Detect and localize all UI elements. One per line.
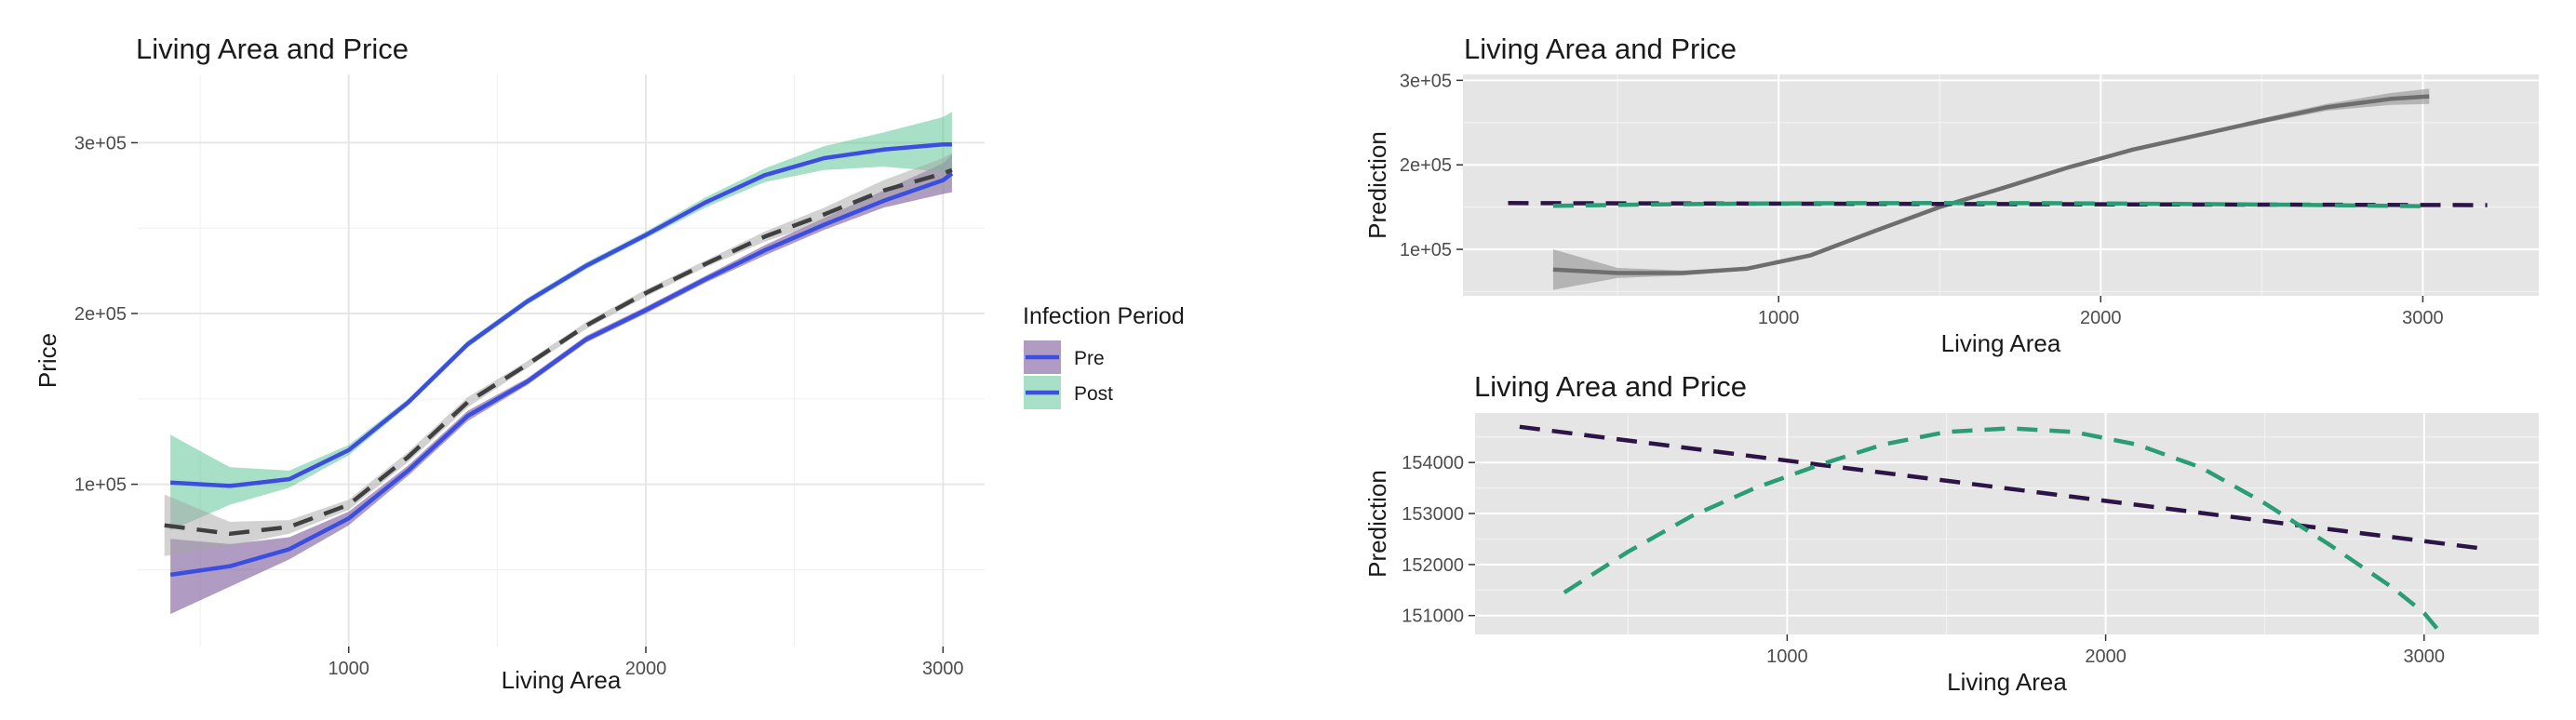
confidence-band <box>164 153 952 556</box>
y-tick-label: 1e+05 <box>74 475 127 496</box>
chart-title: Living Area and Price <box>1464 33 1737 65</box>
y-tick-label: 151000 <box>1402 607 1464 627</box>
x-tick-label: 3000 <box>922 659 964 679</box>
legend-label-pre: Pre <box>1074 348 1105 369</box>
confidence-band <box>1552 88 2430 290</box>
series-line <box>1552 201 2423 208</box>
confidence-band <box>170 112 952 531</box>
plot-panel <box>1463 74 2539 296</box>
x-tick-label: 2000 <box>625 659 667 679</box>
x-tick-label: 1000 <box>1766 647 1808 667</box>
x-axis-title: Living Area <box>502 666 622 694</box>
x-tick-label: 1000 <box>1758 308 1800 328</box>
y-tick-label: 3e+05 <box>74 133 127 153</box>
plot-panel <box>1475 413 2539 634</box>
x-tick-label: 3000 <box>2402 308 2444 328</box>
legend-title: Infection Period <box>1023 303 1185 329</box>
chart-top-right: 1000 2000 3000 1e+05 2e+05 3e+05 Living Area a… <box>1363 33 2539 357</box>
y-axis-title: Prediction <box>1363 131 1391 239</box>
y-tick-label: 153000 <box>1402 504 1464 525</box>
series-line <box>169 171 954 578</box>
x-tick-label: 2000 <box>2080 308 2122 328</box>
series-line <box>1552 94 2430 275</box>
y-tick-label: 2e+05 <box>1400 155 1452 176</box>
y-tick-label: 1e+05 <box>1400 240 1452 260</box>
x-tick-label: 1000 <box>328 659 369 679</box>
series-line <box>164 167 953 537</box>
legend: Infection Period Pre Post <box>1023 303 1185 409</box>
y-axis-title: Price <box>34 333 61 388</box>
confidence-band <box>170 154 952 615</box>
x-axis-title: Living Area <box>1947 668 2067 696</box>
series-line <box>1563 426 2439 630</box>
x-tick-label: 3000 <box>2404 647 2446 667</box>
chart-title: Living Area and Price <box>136 33 409 65</box>
series-line <box>169 142 952 488</box>
y-tick-label: 154000 <box>1402 453 1464 473</box>
y-tick-label: 3e+05 <box>1400 71 1452 91</box>
legend-label-post: Post <box>1074 383 1113 405</box>
chart-left: 1000 2000 3000 1e+05 2e+05 3e+05 Living Area a… <box>34 33 985 694</box>
y-tick-label: 152000 <box>1402 555 1464 576</box>
y-axis-title: Prediction <box>1363 470 1391 578</box>
x-axis-title: Living Area <box>1941 329 2061 357</box>
chart-title: Living Area and Price <box>1474 370 1747 403</box>
y-tick-label: 2e+05 <box>74 304 127 325</box>
chart-bottom-right: 1000 2000 3000 151000 152000 153000 154000 Livi… <box>1363 370 2539 696</box>
x-tick-label: 2000 <box>2085 647 2127 667</box>
